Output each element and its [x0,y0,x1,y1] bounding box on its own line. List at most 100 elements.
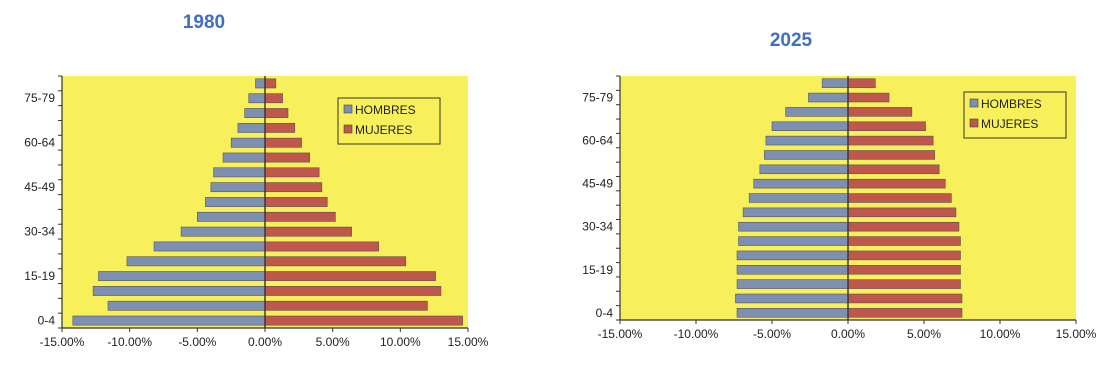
bar-mujeres-15-19 [264,271,436,282]
y-tick-label: 45-49 [24,180,55,194]
bar-hombres-20-24 [126,256,266,267]
bar-hombres-15-19 [736,265,849,275]
x-tick-label: 15.00% [1056,327,1097,341]
legend-label-hombres: HOMBRES [355,103,416,117]
bar-mujeres-80+ [264,78,277,89]
bar-mujeres-70-74 [847,107,913,117]
bar-mujeres-20-24 [264,256,407,267]
x-tick-label: -5.00% [178,335,216,349]
bar-hombres-75-79 [248,93,266,104]
bar-mujeres-75-79 [847,92,890,103]
y-tick-label: 30-34 [24,225,55,239]
bar-hombres-5-9 [735,293,849,304]
x-tick-label: 0.00% [831,327,865,341]
bar-hombres-20-24 [736,250,849,261]
y-tick-label: 30-34 [582,220,613,234]
bar-hombres-65-69 [771,121,849,131]
x-tick-label: -15.00% [598,327,643,341]
y-tick-label: 60-64 [24,136,55,150]
x-tick-label: 5.00% [907,327,941,341]
x-tick-label: 10.00% [980,327,1021,341]
bar-hombres-35-39 [197,211,266,222]
bar-hombres-70-74 [244,108,266,118]
y-tick-label: 15-19 [24,269,55,283]
y-tick-label: 60-64 [582,134,613,148]
legend-label-mujeres: MUJERES [355,123,412,137]
bar-hombres-10-14 [92,286,266,296]
bar-mujeres-60-64 [264,137,302,148]
legend-swatch-mujeres [969,118,979,128]
bar-hombres-40-44 [205,197,266,207]
bar-hombres-25-29 [738,236,849,246]
legend-label-mujeres: MUJERES [981,117,1038,131]
bar-mujeres-75-79 [264,93,283,104]
legend-label-hombres: HOMBRES [981,97,1042,111]
bar-mujeres-10-14 [847,279,961,289]
bar-hombres-15-19 [98,271,266,282]
bar-hombres-10-14 [736,279,849,289]
bar-hombres-30-34 [180,226,266,237]
bar-hombres-30-34 [738,221,849,232]
bar-hombres-50-54 [759,164,849,175]
pyramid-1980-panel: 1980 0-4 15-19 30-34 45-49 60-64 75-79 -15.00%… [24,12,489,349]
bar-hombres-0-4 [72,315,266,326]
bar-hombres-25-29 [153,241,266,252]
x-tick-label: 5.00% [316,335,350,349]
bar-mujeres-30-34 [847,221,960,232]
bar-mujeres-35-39 [847,207,957,218]
bar-hombres-45-49 [753,178,849,189]
y-tick-label: 0-4 [596,306,614,320]
bar-hombres-80+ [821,78,849,88]
chart-title-2025: 2025 [769,30,813,51]
legend-box [963,91,1067,139]
bar-hombres-70-74 [785,107,849,117]
bar-mujeres-65-69 [264,122,296,133]
y-tick-label: 0-4 [38,314,56,328]
bar-hombres-40-44 [748,193,849,203]
y-tick-label: 75-79 [24,91,55,105]
bar-hombres-55-59 [764,150,849,160]
bar-mujeres-5-9 [264,300,428,311]
bar-mujeres-25-29 [264,241,379,252]
bar-mujeres-60-64 [847,135,934,146]
y-tick-label: 75-79 [582,91,613,105]
bar-hombres-60-64 [230,137,266,148]
y-tick-label: 45-49 [582,177,613,191]
bar-mujeres-10-14 [264,286,442,296]
bar-hombres-0-4 [736,308,849,318]
bar-mujeres-70-74 [264,108,289,118]
legend-swatch-mujeres [343,124,353,134]
y-tick-label: 15-19 [582,263,613,277]
bar-mujeres-50-54 [264,167,320,178]
x-tick-label: 10.00% [380,335,421,349]
bar-mujeres-40-44 [847,193,952,203]
x-tick-label: 0.00% [248,335,282,349]
bar-mujeres-40-44 [264,197,328,207]
bar-hombres-80+ [255,78,266,89]
bar-mujeres-50-54 [847,164,940,175]
bar-mujeres-55-59 [847,150,935,160]
bar-hombres-60-64 [765,135,849,146]
bar-mujeres-5-9 [847,293,963,304]
legend-box [337,97,441,145]
legend-swatch-hombres [969,98,979,108]
bar-mujeres-45-49 [847,178,946,189]
bar-mujeres-35-39 [264,211,336,222]
x-tick-label: -10.00% [674,327,719,341]
x-tick-label: 15.00% [448,335,489,349]
bar-mujeres-0-4 [847,308,963,318]
bar-hombres-5-9 [107,300,266,311]
pyramid-1980-chart: 0-4 15-19 30-34 45-49 60-64 75-79 -15.00% -10.0… [24,75,489,349]
bar-mujeres-25-29 [847,236,961,246]
chart-title-1980: 1980 [182,12,226,33]
bar-mujeres-55-59 [264,152,310,163]
bar-mujeres-0-4 [264,315,463,326]
bar-mujeres-45-49 [264,182,323,193]
bar-mujeres-20-24 [847,250,961,261]
bar-hombres-45-49 [210,182,266,193]
x-tick-label: -10.00% [107,335,152,349]
bar-mujeres-80+ [847,78,876,88]
bar-hombres-50-54 [213,167,266,178]
pyramid-2025-panel: 2025 0-4 15-19 30-34 45-49 60-64 75-79 -15.00%… [551,0,1102,385]
bar-hombres-65-69 [237,122,266,133]
